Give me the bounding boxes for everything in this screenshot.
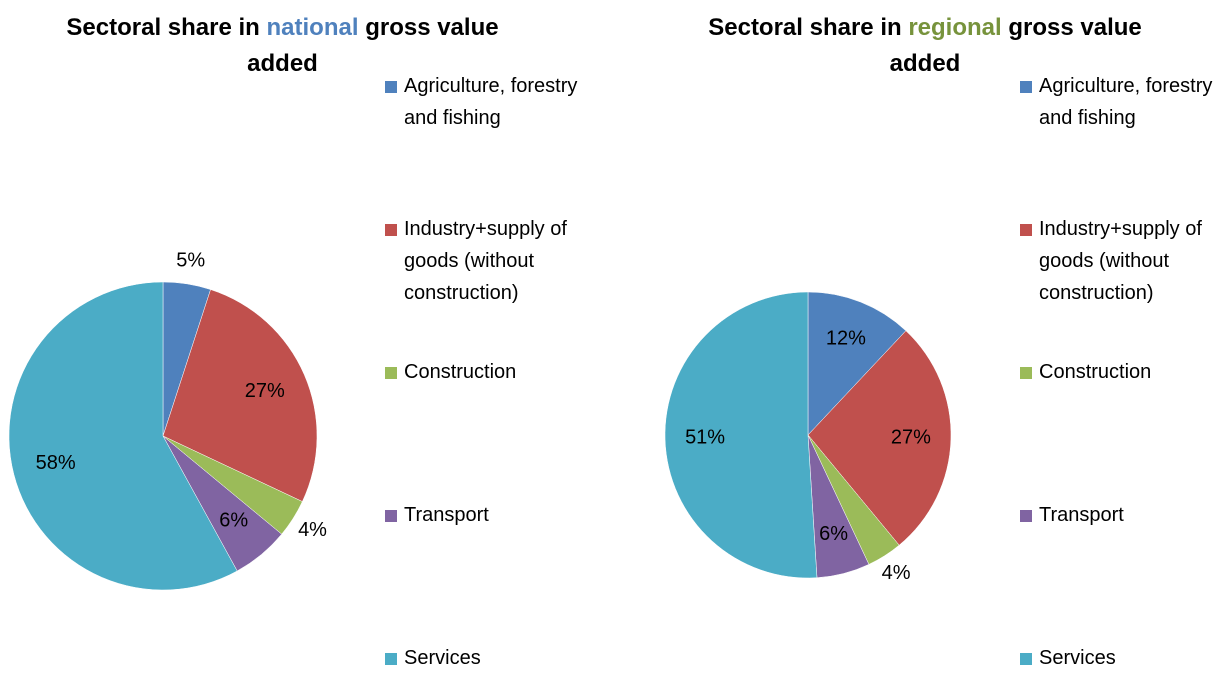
data-label: 12%	[826, 328, 866, 350]
legend-item: Agriculture, forestry and fishing	[1020, 70, 1220, 134]
title-part: Sectoral share in	[708, 14, 902, 41]
data-label: 4%	[298, 519, 327, 541]
pie-slice	[664, 291, 818, 579]
legend-item: Transport	[385, 499, 600, 531]
legend-item: Construction	[385, 356, 600, 388]
data-label: 51%	[685, 427, 725, 449]
legend-item: Services	[1020, 642, 1220, 674]
data-label: 4%	[882, 562, 911, 584]
data-label: 6%	[819, 523, 848, 545]
legend-swatch	[1020, 653, 1032, 665]
legend-swatch	[385, 224, 397, 236]
legend-swatch	[385, 510, 397, 522]
title-part: gross value added	[889, 14, 1142, 77]
legend-swatch	[1020, 510, 1032, 522]
legend-swatch	[1020, 367, 1032, 379]
legend-label: Industry+supply of goods (without constr…	[1039, 218, 1202, 304]
legend-label: Construction	[404, 361, 517, 383]
legend-label: Industry+supply of goods (without constr…	[404, 218, 567, 304]
legend-item: Industry+supply of goods (without constr…	[385, 213, 600, 309]
legend-label: Transport	[404, 504, 489, 526]
legend-item: Transport	[1020, 499, 1220, 531]
legend-item: Services	[385, 642, 600, 674]
legend-swatch	[1020, 81, 1032, 93]
title-part: national	[266, 14, 359, 41]
pie-slice	[807, 291, 907, 436]
legend-swatch	[1020, 224, 1032, 236]
pie-slice	[162, 289, 318, 502]
chart-title: Sectoral share in regional gross value a…	[700, 10, 1150, 82]
legend-swatch	[385, 653, 397, 665]
pie-slice	[807, 330, 952, 546]
title-part: gross value added	[247, 14, 499, 77]
legend-item: Agriculture, forestry and fishing	[385, 70, 600, 134]
legend-item: Industry+supply of goods (without constr…	[1020, 213, 1220, 309]
legend-label: Agriculture, forestry and fishing	[404, 75, 578, 129]
legend-swatch	[385, 81, 397, 93]
legend-label: Agriculture, forestry and fishing	[1039, 75, 1213, 129]
pie-slice	[8, 281, 238, 591]
legend-swatch	[385, 367, 397, 379]
chart-title: Sectoral share in national gross value a…	[30, 10, 535, 82]
data-label: 6%	[219, 510, 248, 532]
title-part: regional	[908, 14, 1002, 41]
data-label: 27%	[245, 380, 285, 402]
legend-label: Construction	[1039, 361, 1152, 383]
data-label: 27%	[891, 427, 931, 449]
legend-label: Services	[404, 647, 481, 669]
legend-label: Transport	[1039, 504, 1124, 526]
data-label: 58%	[36, 452, 76, 474]
title-part: Sectoral share in	[66, 14, 260, 41]
legend-item: Construction	[1020, 356, 1220, 388]
legend-label: Services	[1039, 647, 1116, 669]
data-label: 5%	[176, 249, 205, 271]
